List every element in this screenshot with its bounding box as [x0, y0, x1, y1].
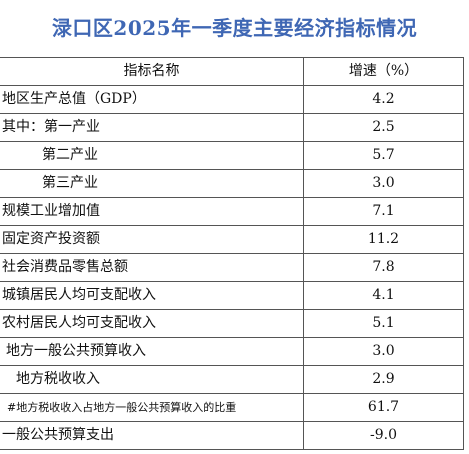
indicator-name: 一般公共预算支出: [0, 421, 304, 450]
indicator-value: 4.1: [303, 281, 464, 310]
table-row: 农村居民人均可支配收入 5.1: [0, 309, 464, 338]
indicator-name: #地方税收收入占地方一般公共预算收入的比重: [0, 393, 304, 422]
indicator-value: 5.1: [303, 309, 464, 338]
indicator-value: -9.0: [303, 421, 464, 450]
indicator-value: 2.5: [303, 113, 464, 142]
table-row: #地方税收收入占地方一般公共预算收入的比重 61.7: [0, 393, 464, 422]
table-header-row: 指标名称 增速（%）: [0, 57, 464, 86]
page-title: 渌口区2025年一季度主要经济指标情况: [51, 16, 418, 40]
column-header-indicator: 指标名称: [0, 57, 304, 86]
table-row: 地方一般公共预算收入 3.0: [0, 337, 464, 366]
table-row: 第三产业 3.0: [0, 169, 464, 198]
table-row: 地区生产总值（GDP） 4.2: [0, 85, 464, 114]
table-row: 其中：第一产业 2.5: [0, 113, 464, 142]
indicator-value: 7.1: [303, 197, 464, 226]
indicator-name: 城镇居民人均可支配收入: [0, 281, 304, 310]
column-header-growth: 增速（%）: [303, 57, 464, 86]
table-row: 地方税收收入 2.9: [0, 365, 464, 394]
table-row: 固定资产投资额 11.2: [0, 225, 464, 254]
indicator-value: 61.7: [303, 393, 464, 422]
indicator-name: 规模工业增加值: [0, 197, 304, 226]
indicator-name: 固定资产投资额: [0, 225, 304, 254]
indicator-value: 11.2: [303, 225, 464, 254]
indicator-value: 4.2: [303, 85, 464, 114]
table-row: 城镇居民人均可支配收入 4.1: [0, 281, 464, 310]
indicator-name: 第三产业: [0, 169, 304, 198]
indicators-table: 指标名称 增速（%） 地区生产总值（GDP） 4.2 其中：第一产业 2.5 第…: [0, 57, 464, 450]
indicator-name: 社会消费品零售总额: [0, 253, 304, 282]
indicator-name: 农村居民人均可支配收入: [0, 309, 304, 338]
table-row: 第二产业 5.7: [0, 141, 464, 170]
indicator-value: 3.0: [303, 169, 464, 198]
indicator-value: 5.7: [303, 141, 464, 170]
indicator-value: 3.0: [303, 337, 464, 366]
indicator-name: 地区生产总值（GDP）: [0, 85, 304, 114]
indicator-name: 地方税收收入: [0, 365, 304, 394]
table-row: 一般公共预算支出 -9.0: [0, 421, 464, 450]
table-row: 社会消费品零售总额 7.8: [0, 253, 464, 282]
indicator-value: 7.8: [303, 253, 464, 282]
indicator-name: 其中：第一产业: [0, 113, 304, 142]
indicator-value: 2.9: [303, 365, 464, 394]
indicator-name: 第二产业: [0, 141, 304, 170]
indicator-name: 地方一般公共预算收入: [0, 337, 304, 366]
table-row: 规模工业增加值 7.1: [0, 197, 464, 226]
